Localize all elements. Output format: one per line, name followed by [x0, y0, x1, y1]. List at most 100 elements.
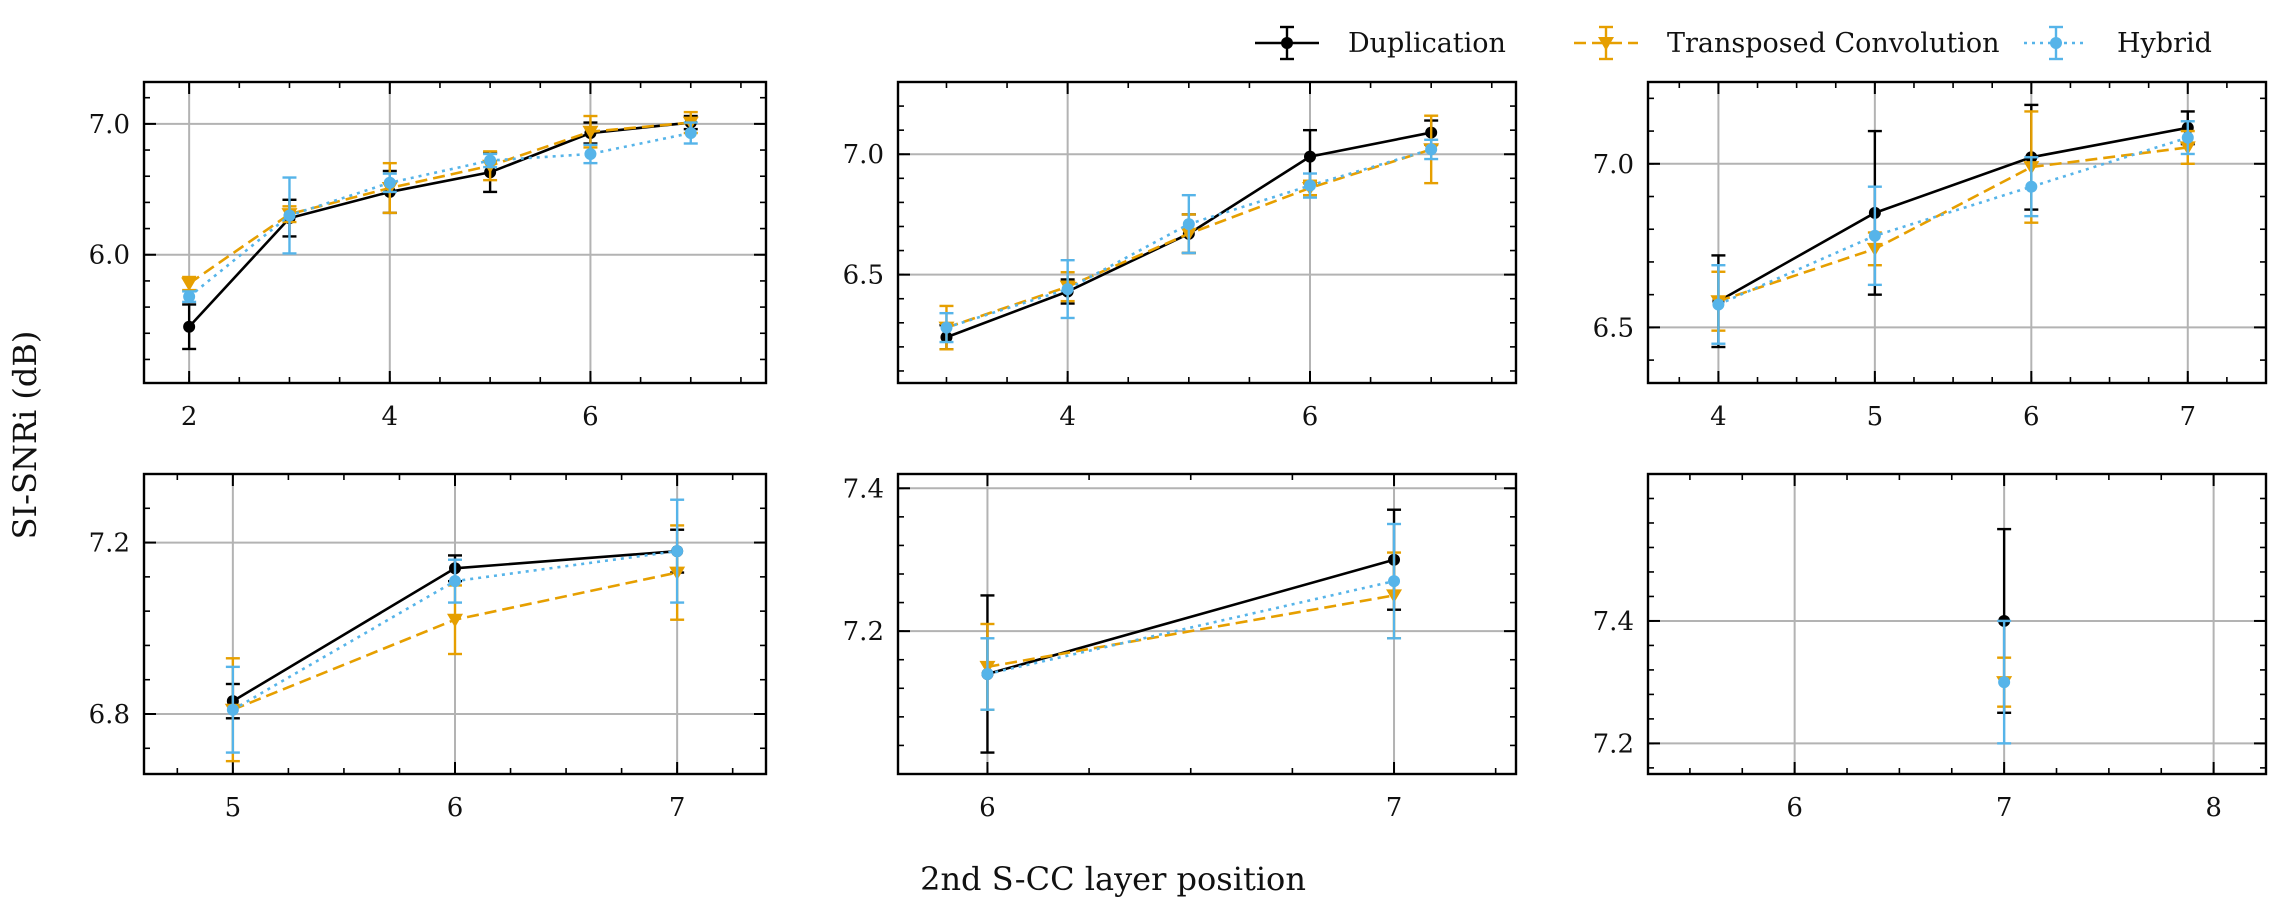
series-hybrid — [939, 138, 1439, 344]
y-tick-label: 6.5 — [843, 261, 884, 291]
x-tick-label: 4 — [1059, 402, 1076, 432]
data-point — [1868, 229, 1881, 242]
legend-marker — [2050, 37, 2062, 49]
axes-frame — [1646, 472, 2268, 776]
y-tick-label: 6.8 — [89, 700, 130, 730]
series-hybrid — [182, 121, 698, 304]
subplot-6: 6 7 8 7.2 7.4 — [1593, 472, 2268, 823]
data-point — [484, 154, 497, 167]
legend-marker — [1281, 37, 1293, 49]
series-line — [188, 121, 691, 285]
x-tick-label: 2 — [181, 402, 198, 432]
legend-label: Duplication — [1348, 28, 1506, 59]
data-point — [584, 147, 597, 160]
series-duplication — [1711, 103, 2195, 349]
legend-entry-duplication: Duplication — [1255, 25, 1506, 61]
data-point — [684, 127, 697, 140]
x-tick-label: 7 — [1386, 793, 1403, 823]
x-tick-label: 5 — [1867, 402, 1884, 432]
legend-marker — [1598, 37, 1614, 51]
subplot-5: 6 7 7.2 7.4 — [843, 472, 1518, 823]
subplot-1: 2 4 6 6.0 7.0 — [89, 80, 768, 432]
series-hybrid — [225, 498, 685, 754]
y-tick-label: 7.4 — [843, 474, 884, 504]
x-tick-label: 6 — [2023, 402, 2040, 432]
subplot-3: 4 5 6 7 6.5 7.0 — [1593, 80, 2268, 432]
data-point — [671, 545, 684, 558]
y-tick-label: 7.2 — [843, 617, 884, 647]
data-point — [226, 703, 239, 716]
x-tick-label: 4 — [1710, 402, 1727, 432]
x-tick-label: 4 — [382, 402, 399, 432]
y-tick-label: 7.0 — [843, 140, 884, 170]
x-tick-label: 6 — [979, 793, 996, 823]
legend-label: Transposed Convolution — [1667, 28, 1999, 59]
data-point — [1182, 218, 1195, 231]
data-point — [1712, 298, 1725, 311]
axes-frame — [1646, 80, 2268, 385]
data-point — [447, 613, 463, 628]
subplot-4: 5 6 7 6.8 7.2 — [89, 472, 768, 823]
data-point — [383, 176, 396, 189]
y-tick-label: 6.5 — [1593, 313, 1634, 343]
axes-frame — [896, 472, 1518, 776]
subplot-grid: 2 4 6 6.0 7.0 4 6 6.5 7.0 4 5 6 7 6.5 7.0 5 6 7 6.8 7.2 6 7 7.… — [89, 80, 2268, 823]
y-tick-label: 7.2 — [89, 529, 130, 559]
data-point — [181, 277, 198, 292]
legend-entry-hybrid: Hybrid — [2024, 25, 2212, 61]
x-tick-label: 6 — [447, 793, 464, 823]
data-point — [981, 668, 994, 680]
series-hybrid — [980, 522, 1402, 711]
data-point — [1304, 179, 1316, 192]
data-point — [940, 321, 953, 334]
y-tick-label: 7.2 — [1593, 729, 1634, 759]
data-point — [449, 575, 461, 588]
data-point — [1388, 575, 1401, 588]
series-line — [188, 121, 691, 328]
data-point — [2025, 180, 2038, 193]
data-point — [283, 209, 296, 222]
legend-entry-transposed-convolution: Transposed Convolution — [1574, 25, 1999, 61]
x-tick-label: 6 — [1302, 402, 1319, 432]
series-line — [987, 594, 1395, 669]
data-point — [183, 320, 196, 333]
x-tick-label: 6 — [1786, 793, 1803, 823]
axes-frame — [142, 472, 768, 776]
data-point — [183, 290, 196, 303]
x-tick-label: 7 — [1996, 793, 2013, 823]
series-hybrid — [1711, 120, 2195, 345]
legend: Duplication Transposed Convolution Hybrid — [1255, 25, 2212, 61]
data-point — [582, 125, 599, 140]
series-hybrid — [1997, 619, 2012, 745]
series-line — [1717, 146, 2188, 303]
x-tick-label: 8 — [2205, 793, 2222, 823]
data-point — [1425, 143, 1438, 156]
legend-label: Hybrid — [2117, 28, 2212, 59]
x-tick-label: 5 — [225, 793, 242, 823]
series-transposed-convolution — [1710, 110, 2196, 332]
x-tick-label: 6 — [582, 402, 599, 432]
series-line — [1717, 126, 2189, 303]
axes-frame — [896, 80, 1518, 385]
y-axis-title: SI-SNRi (dB) — [6, 331, 44, 540]
y-tick-label: 7.0 — [89, 110, 130, 140]
y-tick-label: 7.4 — [1593, 607, 1634, 637]
series-duplication — [182, 114, 698, 351]
series-line — [987, 579, 1395, 676]
data-point — [1061, 283, 1074, 296]
series-line — [1717, 136, 2189, 306]
data-point — [1304, 150, 1316, 163]
series-transposed-convolution — [181, 110, 699, 292]
data-point — [2181, 131, 2194, 144]
x-tick-label: 7 — [2179, 402, 2196, 432]
x-axis-title: 2nd S-CC layer position — [920, 860, 1306, 898]
y-tick-label: 7.0 — [1593, 150, 1634, 180]
series-line — [188, 131, 692, 298]
axes-frame — [142, 80, 768, 385]
x-tick-label: 7 — [669, 793, 686, 823]
subplot-2: 4 6 6.5 7.0 — [843, 80, 1518, 432]
series-line — [987, 558, 1395, 676]
data-point — [1998, 676, 2011, 689]
y-tick-label: 6.0 — [89, 241, 130, 271]
